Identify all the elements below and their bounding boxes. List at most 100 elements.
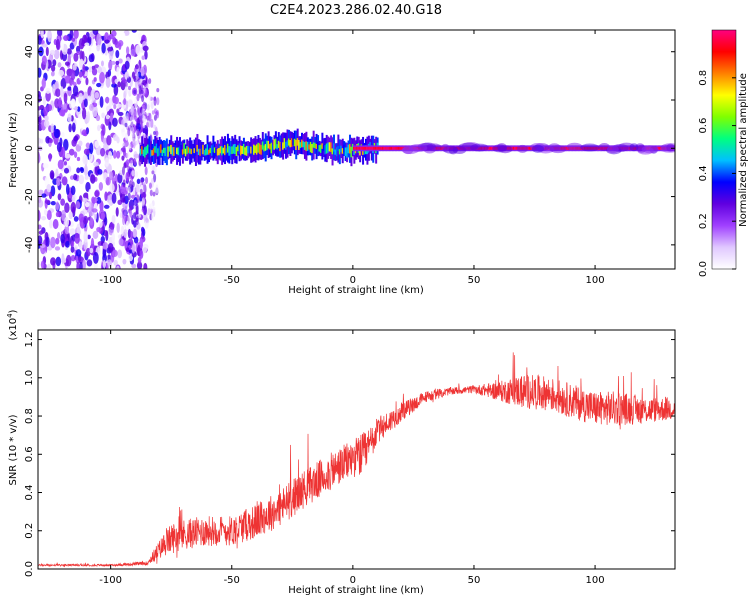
spectrogram-cell — [290, 138, 293, 147]
spectrogram-cell — [46, 104, 53, 112]
spectrogram-cell — [61, 209, 66, 222]
spectrogram-cell — [44, 114, 49, 122]
spectrogram-cell — [127, 215, 131, 225]
spectrogram-cell — [63, 103, 67, 110]
spectrogram-cell — [245, 145, 248, 156]
spectrogram-cell — [94, 64, 100, 69]
spectrogram-cell — [102, 241, 108, 250]
spectrogram-cell — [153, 124, 157, 129]
spectrogram-cell — [48, 219, 53, 229]
spectrogram-cell — [142, 114, 146, 123]
spectrogram-cell — [76, 45, 81, 54]
spectrogram-cell — [125, 116, 129, 121]
spectrogram-cell — [149, 149, 152, 157]
spectrogram-cell — [143, 82, 147, 87]
spectrogram-cell — [399, 146, 402, 150]
spectrogram-cell — [108, 97, 112, 110]
spectrogram-cell — [299, 142, 302, 149]
spectrogram-cell — [341, 148, 344, 154]
spectrogram-cell — [85, 247, 91, 257]
spectrogram-cell — [70, 246, 75, 253]
spectrogram-cell — [152, 191, 156, 197]
spectrogram-cell — [401, 146, 419, 155]
spectrogram-cell — [107, 242, 114, 253]
spectrogram-cell — [117, 81, 121, 88]
spectrogram-cell — [121, 131, 126, 139]
spectrogram-cell — [170, 144, 173, 155]
spectrogram-cell — [71, 37, 76, 42]
spectrogram-cell — [58, 97, 62, 109]
spectrogram-cell — [126, 150, 130, 159]
spectrogram-cell — [38, 230, 44, 235]
spectrogram-cell — [125, 46, 130, 55]
spectrogram-cell — [73, 216, 79, 222]
spectrogram-cell — [393, 146, 396, 150]
spectrogram-cell — [51, 83, 56, 94]
spectrogram-cell — [118, 124, 124, 130]
spectrogram-cell — [91, 67, 98, 76]
spectrogram-cell — [115, 207, 119, 217]
spectrogram-cell — [354, 146, 357, 150]
spectrogram-cell — [373, 146, 376, 150]
spectrogram-cell — [282, 142, 285, 150]
spectrogram-cell — [167, 146, 170, 157]
spectrogram-cell — [67, 113, 72, 123]
spectrogram-cell — [82, 107, 87, 120]
spectrogram-cell — [295, 139, 298, 151]
spectrogram-cell — [273, 139, 276, 150]
spectrogram-cell — [347, 144, 350, 154]
spectrogram-cell — [84, 164, 88, 177]
spectrogram-cell — [371, 146, 374, 150]
spectrogram-cell — [130, 126, 134, 133]
spectrogram-cell — [150, 118, 154, 128]
spectrogram-cell — [580, 143, 600, 152]
spectrogram-cell — [363, 146, 366, 150]
spectrogram-cell — [129, 205, 133, 211]
x-tick-label: 50 — [468, 275, 481, 286]
spectrogram-cell — [61, 176, 68, 186]
spectrogram-cell — [125, 95, 129, 102]
spectrogram-cell — [50, 236, 56, 249]
spectrogram-cell — [358, 146, 361, 150]
spectrogram-cell — [225, 148, 228, 154]
spectrogram-cell — [114, 173, 119, 184]
spectrogram-cell — [139, 200, 143, 209]
spectrogram-cell — [124, 132, 129, 141]
spectrogram-cell — [90, 174, 96, 184]
spectrogram-cell — [48, 153, 52, 162]
spectrogram-cell — [112, 150, 117, 159]
spectrogram-cell — [490, 146, 493, 150]
spectrogram-cell — [69, 30, 74, 40]
spectrogram-cell — [122, 145, 126, 153]
spectrogram-cell — [56, 232, 61, 240]
spectrogram-cell — [78, 241, 83, 250]
colorbar-tick-label: 0.2 — [698, 213, 709, 229]
x-tick-label: -100 — [99, 575, 122, 586]
spectrogram-cell — [107, 47, 113, 52]
spectrogram-cell — [127, 186, 131, 195]
spectrogram-cell — [122, 179, 126, 188]
spectrogram-cell — [200, 148, 203, 155]
spectrogram-cell — [141, 146, 144, 155]
spectrogram-cell — [139, 250, 144, 259]
spectrogram-cell — [134, 171, 138, 178]
spectrogram-cell — [213, 147, 216, 153]
spectrogram-cell — [55, 211, 60, 218]
spectrogram-cell — [60, 198, 66, 206]
spectrogram-cell — [115, 49, 120, 59]
spectrogram-cell — [84, 201, 90, 208]
spectrogram-cell — [96, 33, 102, 46]
spectrogram-cell — [331, 148, 334, 155]
spectrogram-cell — [397, 146, 400, 150]
spectrogram-cell — [144, 147, 147, 158]
spectrogram-cell — [324, 145, 327, 155]
colorbar-ticks: 0.0 0.2 0.4 0.6 0.8 — [698, 70, 736, 277]
spectrogram-cell — [142, 182, 146, 192]
spectrogram-cell — [376, 146, 379, 150]
spectrogram-cell — [154, 146, 157, 153]
spectrogram-cell — [330, 142, 333, 152]
spectrogram-cell — [38, 235, 43, 246]
spectrogram-cell — [109, 221, 115, 230]
spectrogram-cell — [219, 146, 222, 154]
spectrogram-cell — [70, 70, 76, 81]
